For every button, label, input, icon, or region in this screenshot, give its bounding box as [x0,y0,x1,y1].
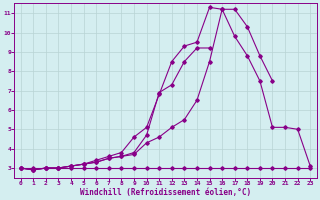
X-axis label: Windchill (Refroidissement éolien,°C): Windchill (Refroidissement éolien,°C) [80,188,251,197]
